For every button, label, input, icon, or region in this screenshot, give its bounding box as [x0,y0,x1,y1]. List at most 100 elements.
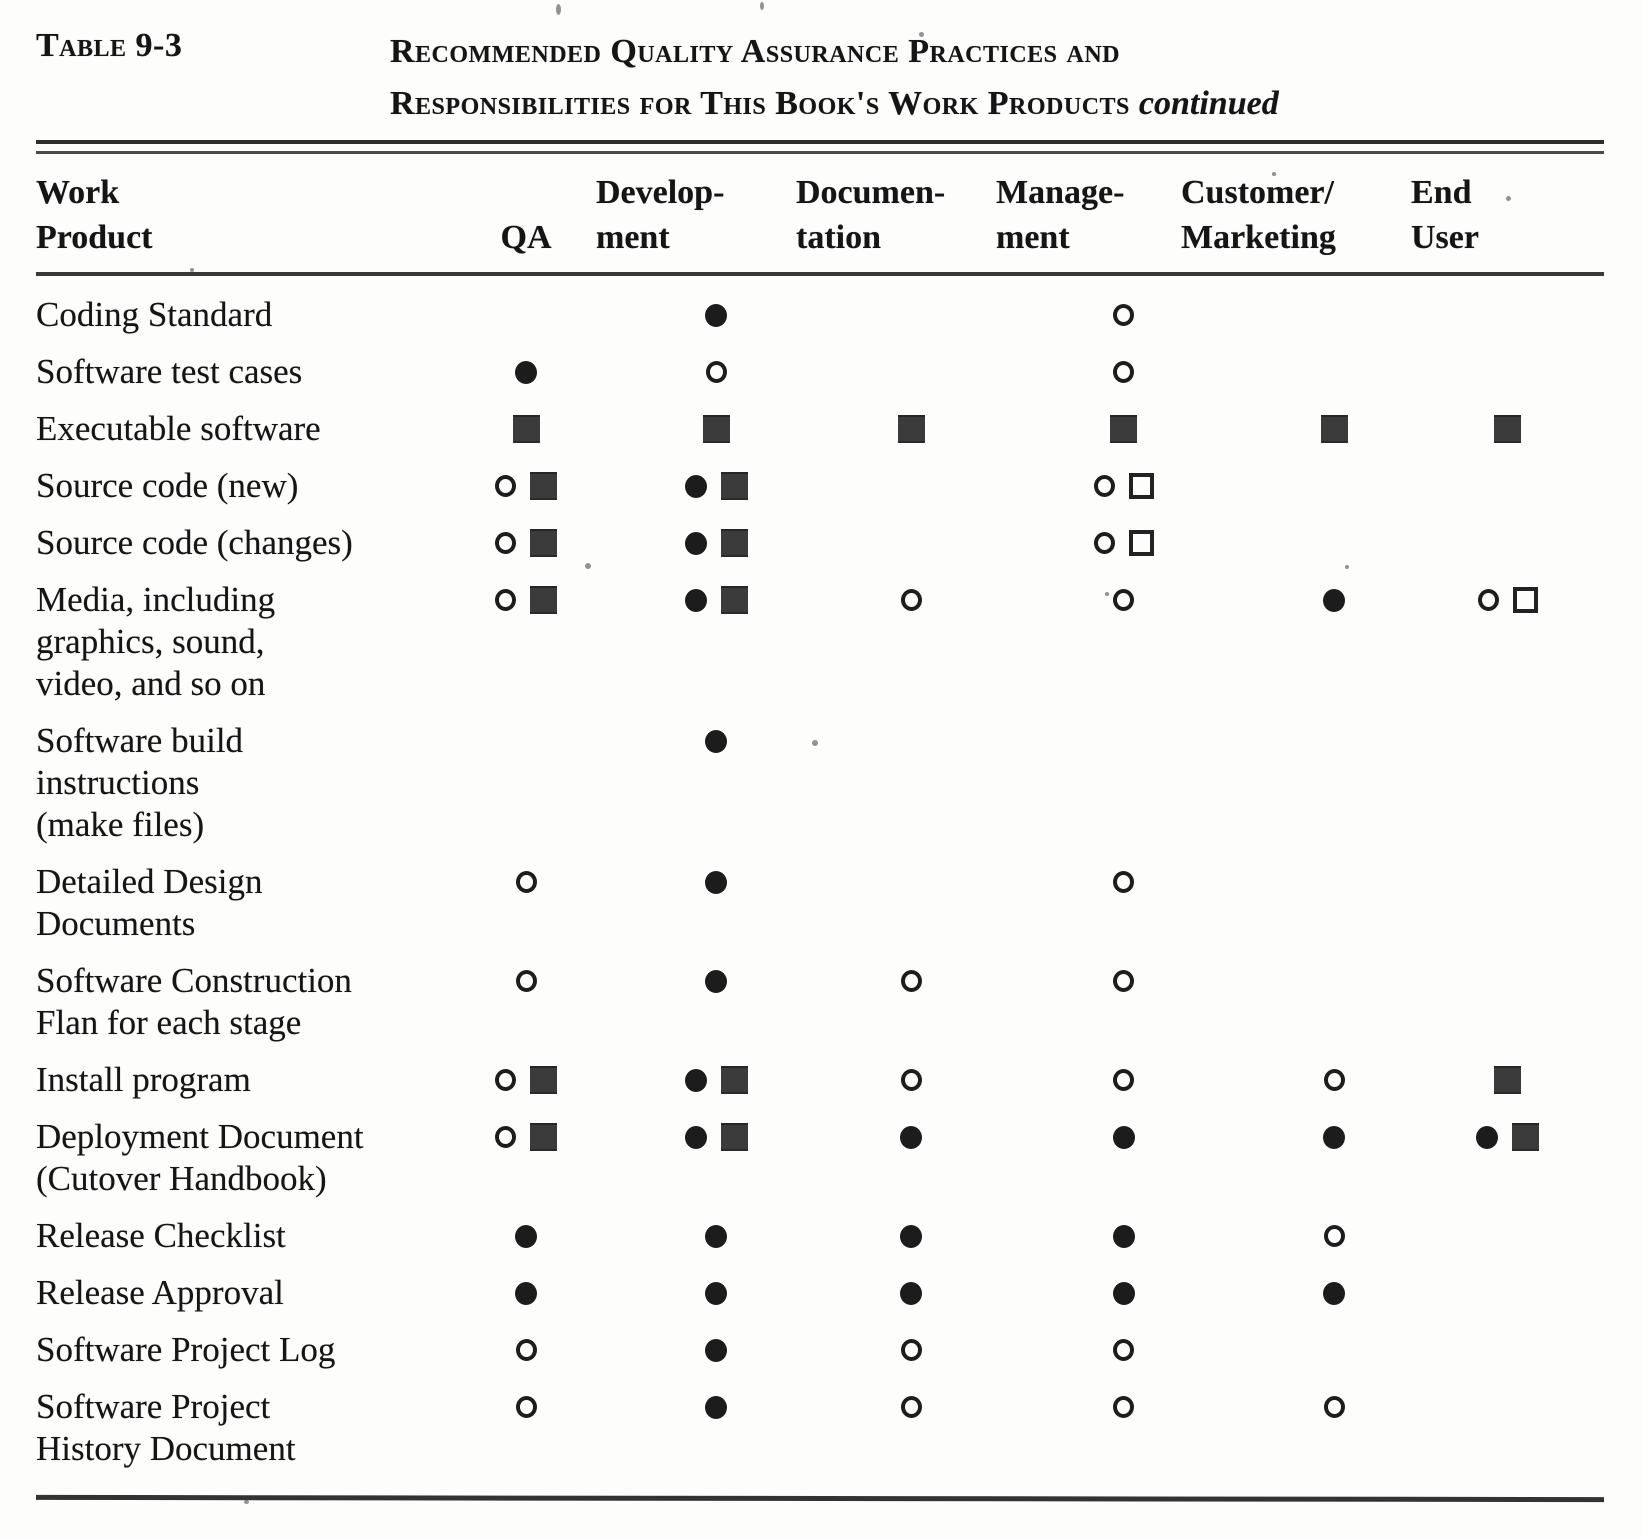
open-circle-icon [900,1339,922,1361]
filled-circle-icon [1323,588,1345,612]
filled-circle-icon [705,1281,727,1305]
table-row: Software Project Log [36,1329,1604,1371]
cell-development [616,465,816,507]
cell-development [616,522,816,564]
cell-qa [456,1272,596,1314]
cell-documentation [811,1059,1011,1101]
filled-square-icon [702,415,730,443]
cell-qa [456,1386,596,1428]
cell-customer_marketing [1219,1272,1449,1314]
filled-square-icon [1320,415,1348,443]
cell-documentation [811,720,1011,762]
work-product-label: Software build instructions (make files) [36,721,244,844]
cell-development [616,861,816,903]
cell-documentation [811,960,1011,1002]
cell-management [1031,1215,1216,1257]
column-header-management: Manage-ment [996,174,1125,256]
filled-square-icon [530,1066,557,1094]
open-circle-icon [1113,970,1134,992]
table-row: Executable software [36,408,1604,450]
top-rule [36,140,1604,154]
filled-circle-icon [515,1224,537,1248]
work-product-label: Source code (new) [36,466,299,505]
cell-customer_marketing [1219,1215,1449,1257]
scan-speck [1345,565,1349,569]
open-circle-icon [495,1069,516,1091]
scan-speck [585,563,591,569]
open-circle-icon [515,1339,537,1361]
cell-end_user [1411,465,1604,507]
cell-management [1031,522,1216,564]
filled-square-icon [530,472,557,500]
filled-square-icon [512,415,540,443]
cell-management [1031,579,1216,621]
table-row: Software test cases [36,351,1604,393]
cell-customer_marketing [1219,1116,1449,1158]
table-number-label: Table 9-3 [36,27,183,64]
table-title-line2: Responsibilities for This Book's Work Pr… [390,78,1604,130]
cell-qa [456,465,596,507]
cell-end_user [1411,1059,1604,1101]
cell-end_user [1411,408,1604,450]
work-product-label: Software test cases [36,352,303,391]
open-circle-icon [900,970,922,992]
cell-end_user [1411,351,1604,393]
filled-circle-icon [705,1224,727,1248]
header-rule [36,272,1604,276]
filled-circle-icon [684,1125,707,1149]
cell-end_user [1411,861,1604,903]
filled-square-icon [530,586,557,614]
work-product-label: Coding Standard [36,295,273,334]
filled-square-icon [1110,415,1137,443]
table-row: Software Construction Flan for each stage [36,960,1604,1044]
cell-end_user [1411,1329,1604,1371]
open-circle-icon [1113,304,1134,326]
column-header-work_product: Work Product [36,174,153,256]
cell-development [616,351,816,393]
cell-qa [456,408,596,450]
cell-development [616,1215,816,1257]
cell-development [616,1272,816,1314]
cell-development [616,1386,816,1428]
cell-development [616,720,816,762]
cell-management [1031,465,1216,507]
filled-square-icon [1494,415,1521,443]
open-circle-icon [515,970,537,992]
open-circle-icon [900,1396,922,1418]
open-square-icon [1128,530,1154,556]
cell-documentation [811,861,1011,903]
cell-end_user [1411,1215,1604,1257]
scan-speck [556,4,561,15]
work-product-label: Release Checklist [36,1216,286,1255]
work-product-label: Release Approval [36,1273,284,1312]
open-circle-icon [1113,361,1134,383]
filled-circle-icon [1112,1125,1135,1149]
column-header-documentation: Documen-tation [796,174,946,256]
filled-circle-icon [684,531,707,555]
cell-documentation [811,351,1011,393]
column-header-end_user: End User [1411,174,1479,256]
cell-documentation [811,1272,1011,1314]
filled-circle-icon [515,360,537,384]
open-circle-icon [1323,1396,1345,1418]
cell-end_user [1411,1116,1604,1158]
open-circle-icon [1113,589,1134,611]
scan-speck [1272,172,1276,176]
cell-documentation [811,1215,1011,1257]
table-title-line2-text: Responsibilities for This Book's Work Pr… [390,85,1130,122]
filled-circle-icon [1112,1281,1135,1305]
open-square-icon [1128,473,1154,499]
open-circle-icon [1093,475,1115,497]
open-circle-icon [1113,1069,1134,1091]
open-circle-icon [705,361,727,383]
filled-circle-icon [900,1224,922,1248]
filled-circle-icon [1323,1281,1345,1305]
table-row: Source code (new) [36,465,1604,507]
open-circle-icon [495,589,516,611]
open-circle-icon [1113,1396,1134,1418]
work-product-label: Executable software [36,409,321,448]
open-circle-icon [495,532,516,554]
cell-customer_marketing [1219,408,1449,450]
filled-circle-icon [684,588,707,612]
